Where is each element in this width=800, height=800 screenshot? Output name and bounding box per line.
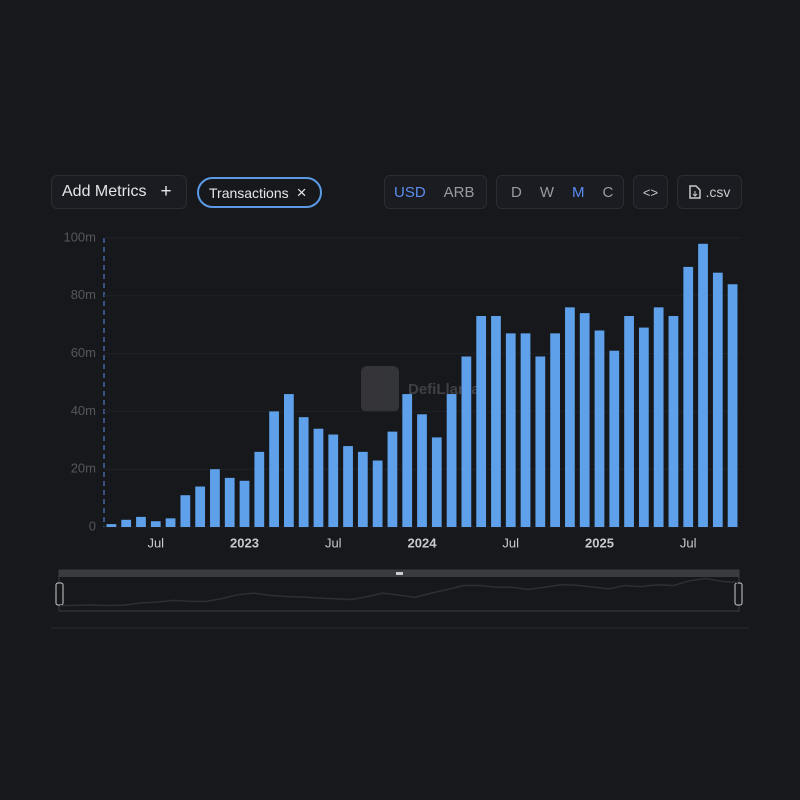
bar xyxy=(121,519,132,527)
bar xyxy=(165,518,176,527)
bar xyxy=(417,414,427,527)
bar xyxy=(180,495,191,527)
bar xyxy=(698,243,708,527)
bar xyxy=(520,333,531,527)
bar xyxy=(461,356,472,527)
bar xyxy=(550,333,560,527)
bar xyxy=(594,330,605,527)
bar xyxy=(106,524,117,527)
bar xyxy=(476,316,487,527)
currency-toggle: USD ARB xyxy=(384,175,487,209)
x-tick-label: Jul xyxy=(325,535,342,550)
add-icon: + xyxy=(160,181,172,202)
brush-preview xyxy=(59,577,739,607)
currency-option[interactable]: ARB xyxy=(443,183,475,201)
add-metrics-button[interactable]: Add Metrics + xyxy=(51,175,187,209)
brush-handle[interactable] xyxy=(55,582,64,606)
bar xyxy=(343,446,353,527)
bar xyxy=(565,307,575,527)
bar xyxy=(150,521,161,527)
y-tick-label: 80m xyxy=(71,287,96,302)
bar xyxy=(269,411,279,527)
bar xyxy=(491,316,501,527)
bar xyxy=(505,333,516,527)
y-tick-label: 100m xyxy=(63,229,96,244)
bar xyxy=(624,316,634,527)
bar xyxy=(668,316,679,527)
brush-grip xyxy=(396,572,403,575)
add-metrics-label: Add Metrics xyxy=(62,183,147,200)
bar xyxy=(402,394,413,527)
bar xyxy=(653,307,664,527)
bar xyxy=(579,313,590,527)
bar xyxy=(210,469,220,527)
interval-option[interactable]: C xyxy=(602,183,614,201)
bar xyxy=(239,480,250,527)
embed-button[interactable]: <> xyxy=(633,175,668,209)
bar xyxy=(328,434,339,527)
brush-handle[interactable] xyxy=(734,582,743,606)
bar xyxy=(136,516,146,527)
x-tick-label: 2024 xyxy=(408,535,438,550)
interval-option[interactable]: W xyxy=(539,183,555,201)
interval-option[interactable]: D xyxy=(511,183,522,201)
bar xyxy=(254,451,265,527)
y-tick-label: 20m xyxy=(71,461,96,476)
currency-option[interactable]: USD xyxy=(394,183,426,201)
metric-tag-label: Transactions xyxy=(209,184,289,201)
bar xyxy=(446,394,457,527)
csv-label: .csv xyxy=(705,184,731,200)
bar xyxy=(357,451,368,527)
bar xyxy=(535,356,546,527)
bar xyxy=(727,284,738,527)
bar xyxy=(372,460,383,527)
bar xyxy=(195,486,206,527)
csv-button[interactable]: .csv xyxy=(677,175,742,209)
x-tick-label: Jul xyxy=(147,535,164,550)
x-tick-label: Jul xyxy=(680,535,697,550)
bar xyxy=(224,477,235,527)
bar xyxy=(609,350,620,527)
bar xyxy=(683,266,694,527)
bar xyxy=(313,428,324,527)
bar xyxy=(284,394,294,527)
y-tick-label: 40m xyxy=(71,403,96,418)
file-icon xyxy=(688,185,701,199)
y-tick-label: 60m xyxy=(71,345,96,360)
interval-option[interactable]: M xyxy=(572,183,585,201)
x-tick-label: 2023 xyxy=(230,535,259,550)
bar xyxy=(638,327,649,527)
bar xyxy=(431,437,442,527)
x-tick-label: 2025 xyxy=(585,535,614,550)
metric-tag: Transactions × xyxy=(197,177,322,208)
remove-icon[interactable]: × xyxy=(296,182,307,202)
bar xyxy=(387,431,398,527)
x-tick-label: Jul xyxy=(502,535,519,550)
y-tick-label: 0 xyxy=(89,518,96,533)
bar xyxy=(712,272,723,527)
bar xyxy=(298,417,309,527)
